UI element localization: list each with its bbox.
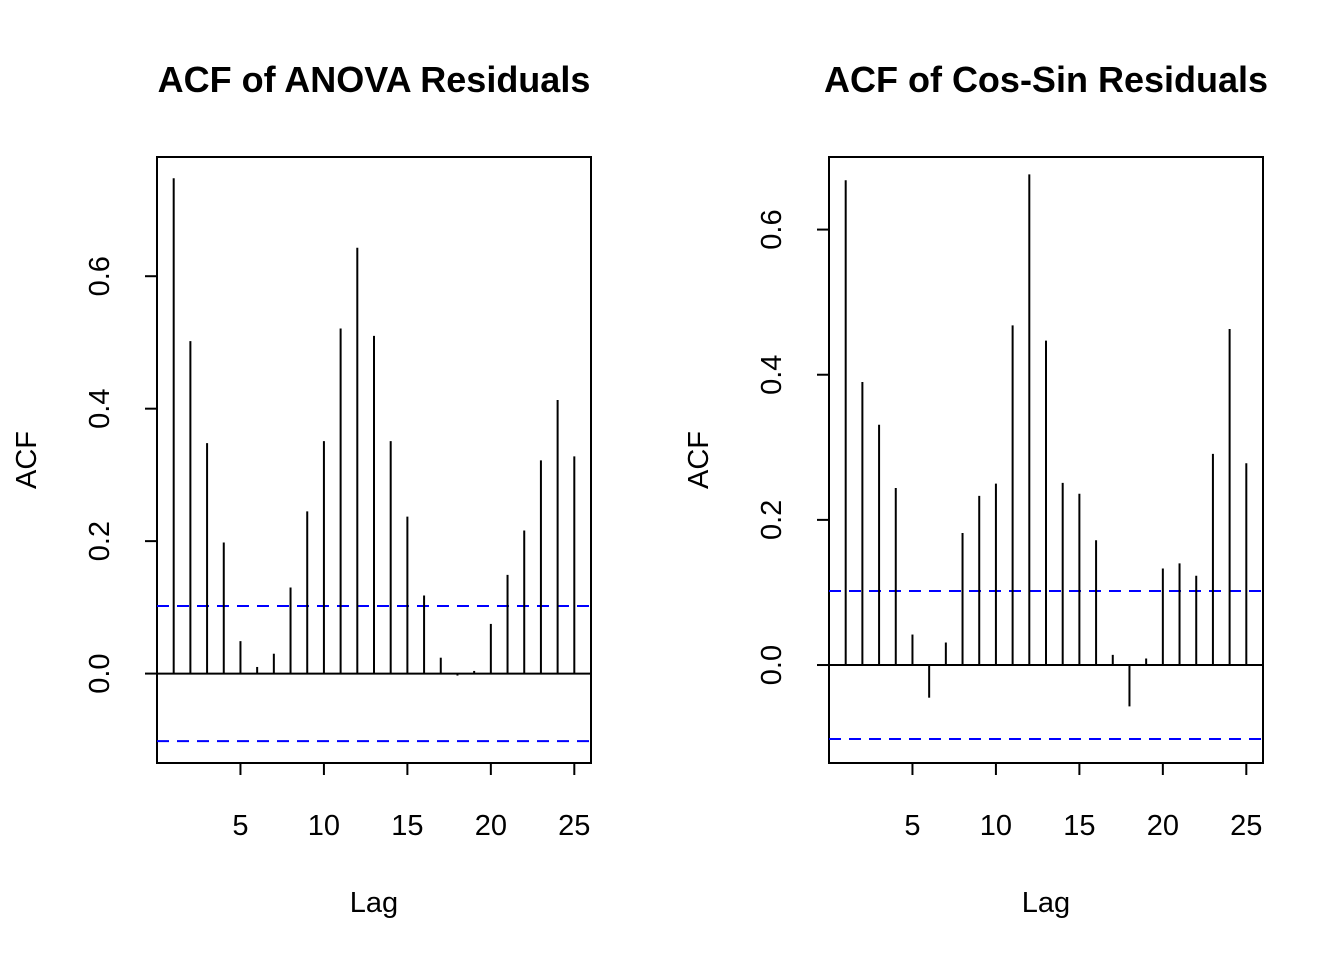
x-axis-label: Lag <box>1022 887 1070 919</box>
y-tick-label: 0.2 <box>84 521 116 561</box>
y-tick-label: 0.0 <box>756 645 788 685</box>
y-tick-label: 0.6 <box>756 209 788 249</box>
y-axis-label: ACF <box>11 431 43 489</box>
x-tick-label: 10 <box>980 810 1012 842</box>
x-tick-label: 25 <box>1230 810 1262 842</box>
y-tick-label: 0.4 <box>756 355 788 395</box>
x-tick-label: 15 <box>1063 810 1095 842</box>
x-tick-label: 5 <box>904 810 920 842</box>
y-tick-label: 0.2 <box>756 500 788 540</box>
x-tick-label: 10 <box>308 810 340 842</box>
y-tick-label: 0.4 <box>84 389 116 429</box>
y-tick-label: 0.0 <box>84 653 116 693</box>
x-tick-label: 25 <box>558 810 590 842</box>
y-tick-label: 0.6 <box>84 256 116 296</box>
x-tick-label: 20 <box>1147 810 1179 842</box>
chart-title: ACF of Cos-Sin Residuals <box>824 59 1268 100</box>
x-tick-label: 20 <box>475 810 507 842</box>
x-tick-label: 5 <box>232 810 248 842</box>
x-axis-label: Lag <box>350 887 398 919</box>
chart-title: ACF of ANOVA Residuals <box>158 59 591 100</box>
acf-panel-1: ACF of ANOVA Residuals 5 10 15 20 25 0.0 0.2 0.4… <box>11 59 592 919</box>
y-axis-label: ACF <box>683 431 715 489</box>
x-tick-label: 15 <box>391 810 423 842</box>
acf-panel-2: ACF of Cos-Sin Residuals 5 10 15 20 25 0.0 0.2 0… <box>683 59 1268 919</box>
